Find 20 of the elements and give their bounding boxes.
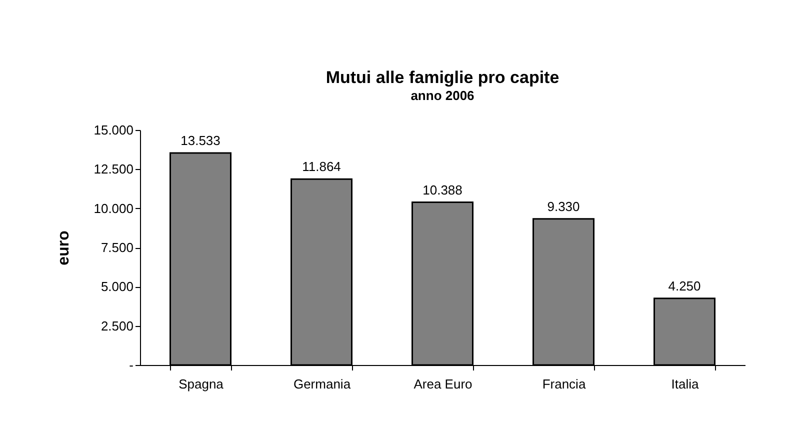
x-tick-label: Germania — [293, 376, 352, 392]
data-label: 11.864 — [302, 159, 341, 174]
data-label: 10.388 — [422, 182, 462, 198]
data-label: 4.250 — [668, 278, 701, 294]
x-tick-label: Area Euro — [414, 376, 472, 392]
y-tick-label: 7.500 — [100, 240, 134, 255]
x-tick-label: Spagna — [178, 376, 224, 392]
y-tick-label: 12.500 — [94, 162, 134, 177]
y-tick-label: - — [129, 358, 134, 372]
y-tick-label: 15.000 — [94, 122, 134, 138]
y-tick-label: 5.000 — [100, 279, 134, 294]
data-label: 9.330 — [547, 198, 580, 214]
data-label: 13.533 — [180, 132, 220, 148]
chart-title: Mutui alle famiglie pro capite — [326, 68, 560, 87]
x-tick-label: Italia — [671, 376, 700, 392]
y-tick-label: 10.000 — [94, 200, 134, 216]
y-tick-label: 2.500 — [100, 318, 134, 334]
chart-subtitle: anno 2006 — [410, 88, 474, 103]
y-axis-title: euro — [56, 230, 73, 266]
x-tick-label: Francia — [542, 376, 586, 392]
